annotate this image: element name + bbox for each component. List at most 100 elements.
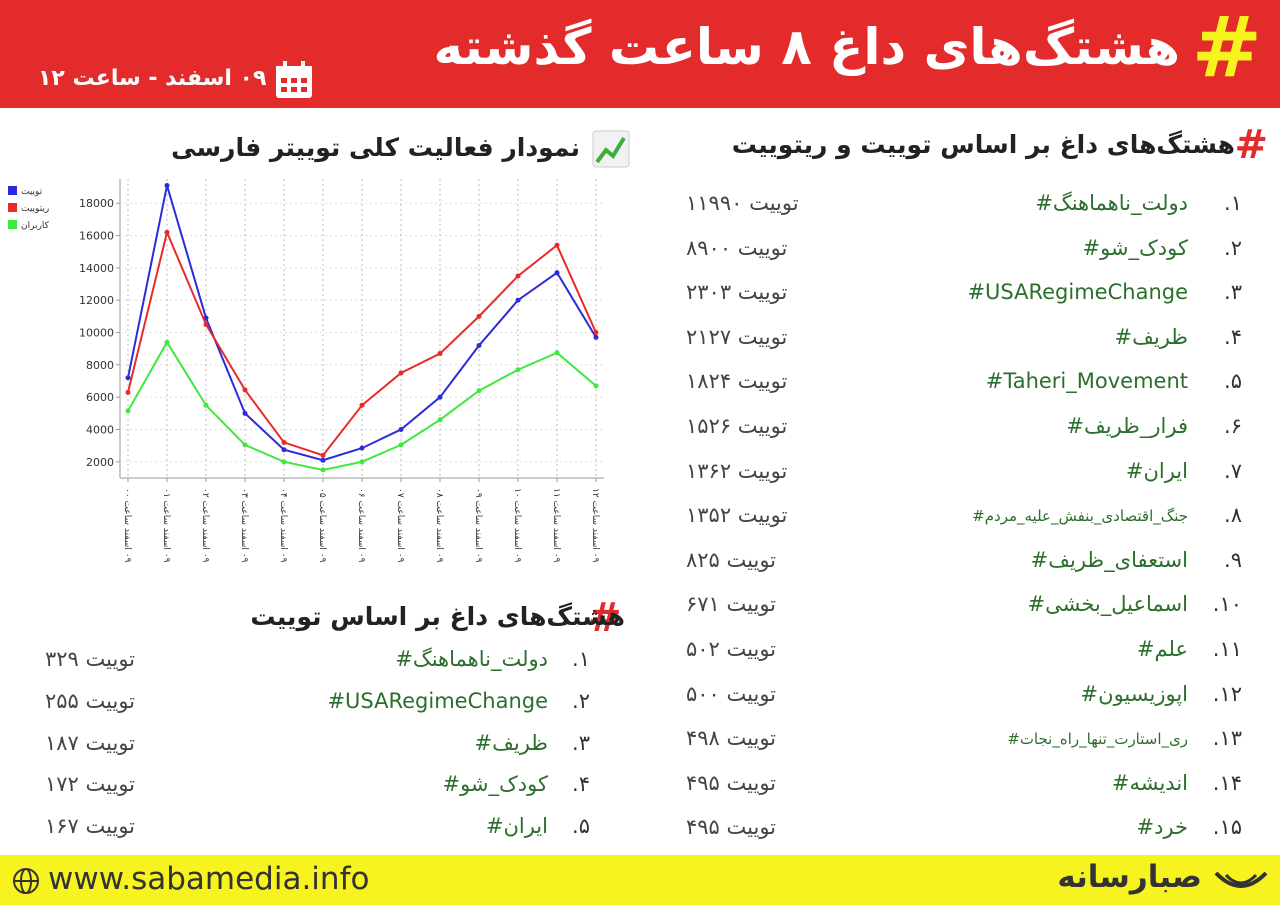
point bbox=[203, 321, 209, 327]
rank: ۱. bbox=[1224, 191, 1242, 215]
x-tick-label: ۰۹ اسفند ساعت ۰۸ bbox=[434, 488, 444, 563]
rank: ۹. bbox=[1224, 547, 1242, 572]
x-tick-label: ۰۹ اسفند ساعت ۰۷ bbox=[395, 488, 405, 563]
x-tick-label: ۰۹ اسفند ساعت ۰۲ bbox=[200, 488, 210, 563]
calendar-icon bbox=[276, 61, 312, 98]
point bbox=[554, 242, 560, 248]
count: ۲۳۰۳ توییت bbox=[686, 280, 788, 305]
brand-logo bbox=[1214, 871, 1268, 888]
point bbox=[125, 389, 131, 395]
hashtag: #ری_استارت_تنها_راه_نجات bbox=[1007, 730, 1188, 749]
count: ۵۰۰ توییت bbox=[686, 681, 777, 706]
y-tick-label: 10000 bbox=[79, 327, 114, 340]
rank: ۱۵. bbox=[1212, 815, 1242, 840]
hash-icon: # bbox=[1191, 0, 1262, 96]
section-title: هشتگ‌های داغ بر اساس توییت و ریتوییت bbox=[731, 130, 1235, 159]
x-tick-label: ۰۹ اسفند ساعت ۰۴ bbox=[278, 488, 288, 563]
rank: ۱. bbox=[572, 647, 590, 671]
point bbox=[437, 351, 443, 357]
section-hash: # bbox=[588, 595, 622, 641]
rank: ۳. bbox=[1224, 280, 1242, 305]
point bbox=[515, 273, 521, 279]
rank: ۲. bbox=[572, 688, 590, 713]
point bbox=[359, 459, 365, 465]
point bbox=[164, 339, 170, 345]
x-tick-label: ۰۹ اسفند ساعت ۱۱ bbox=[551, 488, 561, 563]
point bbox=[359, 402, 365, 408]
hashtag: #اندیشه bbox=[1111, 770, 1188, 795]
point bbox=[242, 387, 248, 393]
footer: www.sabamedia.info صبارسانه bbox=[0, 855, 1280, 905]
chart-title: نمودار فعالیت کلی توییتر فارسی bbox=[171, 133, 580, 162]
y-tick-label: 4000 bbox=[86, 424, 114, 437]
y-tick-label: 2000 bbox=[86, 456, 114, 469]
legend-label: کاربران bbox=[21, 221, 50, 231]
point bbox=[593, 334, 599, 340]
hashtag: #USARegimeChange bbox=[327, 688, 548, 713]
y-tick-label: 16000 bbox=[79, 230, 114, 243]
point bbox=[242, 442, 248, 448]
point bbox=[515, 367, 521, 373]
point bbox=[437, 394, 443, 400]
y-tick-label: 6000 bbox=[86, 391, 114, 404]
rank: ۱۰. bbox=[1212, 592, 1242, 617]
rank: ۷. bbox=[1224, 458, 1242, 483]
rank: ۶. bbox=[1224, 414, 1242, 438]
x-tick-label: ۰۹ اسفند ساعت ۰۵ bbox=[317, 488, 327, 563]
hashtag: #فرار_ظریف bbox=[1066, 414, 1188, 438]
count: ۱۳۶۲ توییت bbox=[686, 458, 788, 483]
chart: 2000 4000 6000 8000 10000 12000 14000 16000 1800… bbox=[8, 179, 604, 563]
count: ۸۹۰۰ توییت bbox=[686, 235, 788, 260]
hashtag: #ظریف bbox=[474, 730, 549, 755]
point bbox=[398, 442, 404, 448]
legend-swatch bbox=[8, 203, 17, 212]
point bbox=[281, 447, 287, 453]
count: ۸۲۵ توییت bbox=[686, 547, 777, 572]
rank: ۴. bbox=[1224, 324, 1242, 349]
x-tick-label: ۰۹ اسفند ساعت ۱۰ bbox=[512, 488, 522, 563]
count: ۱۶۷ توییت bbox=[45, 814, 136, 839]
rank: ۳. bbox=[572, 730, 590, 755]
rank: ۸. bbox=[1224, 503, 1242, 528]
point bbox=[281, 439, 287, 445]
hashtag: #جنگ_اقتصادی_بنفش_علیه_مردم bbox=[972, 507, 1188, 526]
x-tick-label: ۰۹ اسفند ساعت ۰۳ bbox=[239, 488, 249, 563]
count: ۱۸۲۴ توییت bbox=[686, 369, 788, 394]
point bbox=[320, 452, 326, 458]
point bbox=[476, 342, 482, 348]
legend-label: توییت bbox=[21, 187, 43, 197]
hashtag: #Taheri_Movement bbox=[985, 369, 1188, 394]
point bbox=[281, 459, 287, 465]
rank: ۲. bbox=[1224, 235, 1242, 260]
point bbox=[320, 467, 326, 473]
point bbox=[203, 402, 209, 408]
point bbox=[554, 270, 560, 276]
date: ۰۹ اسفند - ساعت ۱۲ bbox=[38, 66, 267, 91]
point bbox=[242, 410, 248, 416]
chart-icon bbox=[592, 130, 630, 168]
point bbox=[476, 388, 482, 394]
section-hash: # bbox=[1234, 122, 1268, 168]
hashtag: #ظریف bbox=[1114, 324, 1189, 349]
hashtag: #اپوزیسیون bbox=[1080, 681, 1188, 706]
point bbox=[398, 370, 404, 376]
x-tick-label: ۰۹ اسفند ساعت ۰۰ bbox=[122, 488, 132, 563]
count: ۴۹۵ توییت bbox=[686, 815, 777, 840]
count: ۳۲۹ توییت bbox=[45, 647, 136, 671]
legend-swatch bbox=[8, 186, 17, 195]
rank: ۵. bbox=[1224, 369, 1242, 394]
count: ۲۱۲۷ توییت bbox=[686, 324, 788, 349]
y-tick-label: 18000 bbox=[79, 197, 114, 210]
count: ۱۸۷ توییت bbox=[45, 730, 136, 755]
hashtag: #خرد bbox=[1136, 815, 1188, 840]
y-tick-label: 14000 bbox=[79, 262, 114, 275]
header-title: هشتگ‌های داغ ۸ ساعت گذشته bbox=[433, 18, 1180, 76]
count: ۱۷۲ توییت bbox=[45, 772, 136, 797]
hashtag: #USARegimeChange bbox=[967, 280, 1188, 305]
point bbox=[437, 417, 443, 423]
rank: ۴. bbox=[572, 772, 590, 797]
x-tick-label: ۰۹ اسفند ساعت ۰۱ bbox=[161, 488, 171, 563]
point bbox=[164, 229, 170, 235]
point bbox=[554, 350, 560, 356]
